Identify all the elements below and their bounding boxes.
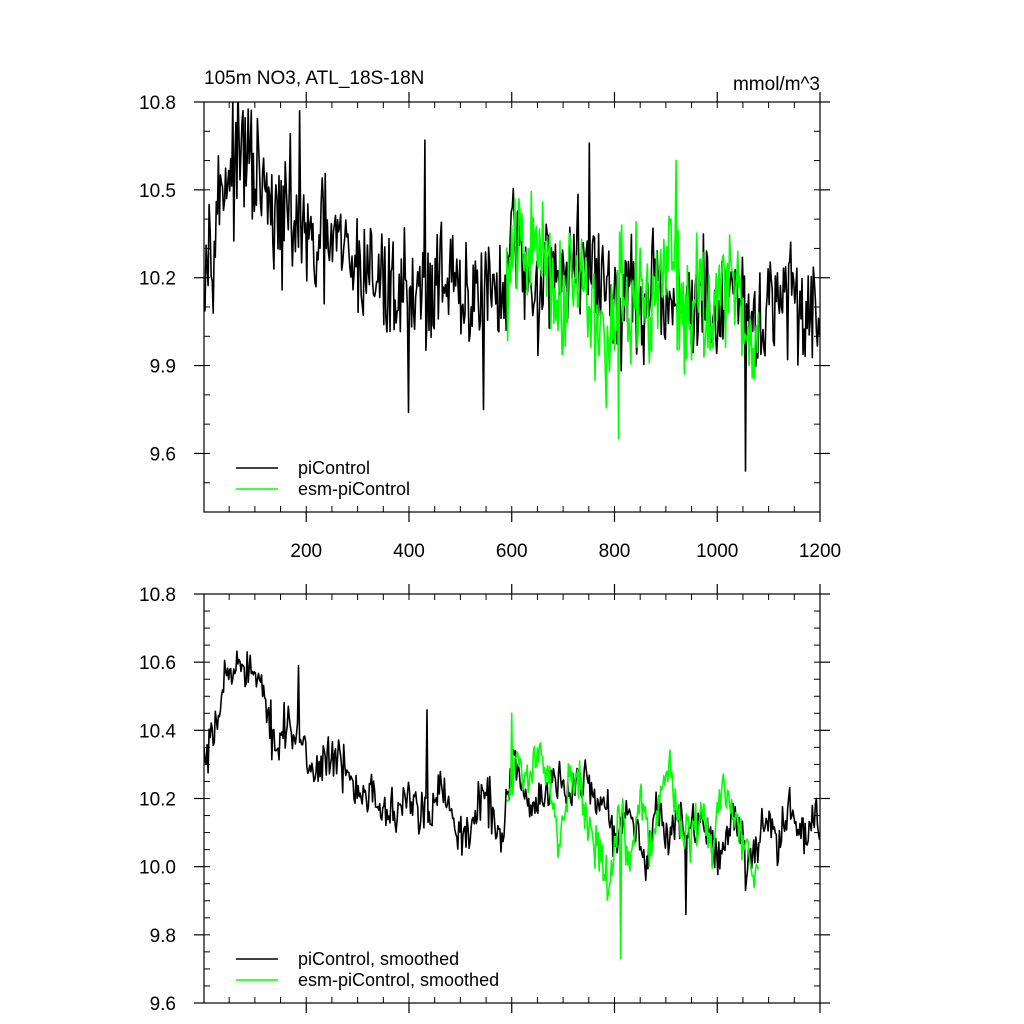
x-tick-label: 1000 xyxy=(696,541,738,562)
legend-label: piControl xyxy=(298,458,370,478)
y-tick-label: 10.6 xyxy=(139,653,176,674)
y-tick-label: 9.8 xyxy=(150,926,176,947)
chart-title: 105m NO3, ATL_18S-18N xyxy=(204,68,424,89)
series-line-esm-picontrol xyxy=(505,159,760,440)
series-line-picontrol xyxy=(204,102,820,472)
legend-label: esm-piControl, smoothed xyxy=(298,970,499,990)
x-tick-label: 200 xyxy=(290,541,322,562)
y-tick-label: 10.8 xyxy=(139,585,176,606)
top-chart: 105m NO3, ATL_18S-18N mmol/m^3 200 400 600… xyxy=(139,68,841,562)
x-tick-label: 800 xyxy=(599,541,631,562)
y-tick-label: 10.2 xyxy=(139,269,176,290)
y-tick-label: 9.6 xyxy=(150,994,176,1015)
units-label: mmol/m^3 xyxy=(733,74,820,95)
y-tick-label: 9.9 xyxy=(150,357,176,378)
y-tick-label: 10.0 xyxy=(139,858,176,879)
y-tick-label: 10.5 xyxy=(139,181,176,202)
legend-label: piControl, smoothed xyxy=(298,949,459,969)
y-tick-label: 9.6 xyxy=(150,444,176,465)
series-line-picontrol-smoothed xyxy=(204,650,820,916)
y-tick-label: 10.4 xyxy=(139,721,176,742)
y-tick-label: 10.2 xyxy=(139,790,176,811)
bottom-chart: 9.6 9.8 10.0 10.2 10.4 10.6 10.8 piControl, smo… xyxy=(139,584,830,1015)
x-tick-label: 1200 xyxy=(799,541,841,562)
series-line-esm-picontrol-smoothed xyxy=(506,712,760,960)
y-tick-label: 10.8 xyxy=(139,93,176,114)
legend-label: esm-piControl xyxy=(298,479,410,499)
x-tick-label: 400 xyxy=(393,541,425,562)
x-tick-label: 600 xyxy=(496,541,528,562)
plot-frame xyxy=(203,101,821,513)
